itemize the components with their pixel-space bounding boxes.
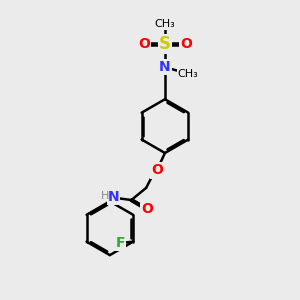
Text: O: O xyxy=(180,37,192,51)
Text: O: O xyxy=(151,164,163,178)
Text: H: H xyxy=(101,191,110,201)
Text: N: N xyxy=(108,190,119,204)
Text: CH₃: CH₃ xyxy=(154,19,175,29)
Text: S: S xyxy=(159,35,171,53)
Text: O: O xyxy=(138,37,150,51)
Text: O: O xyxy=(142,202,153,216)
Text: N: N xyxy=(159,60,171,74)
Text: CH₃: CH₃ xyxy=(177,69,198,79)
Text: F: F xyxy=(116,236,125,250)
